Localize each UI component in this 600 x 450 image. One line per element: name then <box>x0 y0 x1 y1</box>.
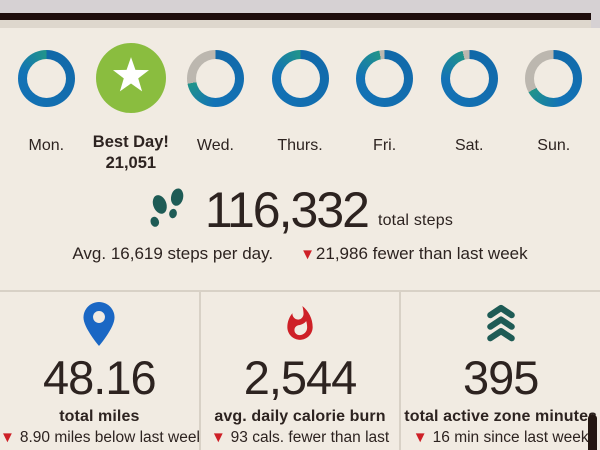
top-bar-dark-strip <box>0 13 591 20</box>
card-active-zone-minutes: 395 total active zone minutes ▼ 16 min si… <box>399 292 600 450</box>
card-calorie-burn: 2,544 avg. daily calorie burn ▼ 93 cals. … <box>198 292 400 450</box>
card-value: 395 <box>462 351 539 404</box>
card-delta: ▼ 16 min since last week <box>412 428 589 446</box>
day-label: Sat. <box>454 137 484 154</box>
card-value: 48.16 <box>43 351 157 404</box>
day-label: Wed. <box>196 137 234 154</box>
day-label: Sun. <box>537 137 571 154</box>
card-total-miles: 48.16 total miles ▼ 8.90 miles below last… <box>0 292 199 450</box>
avg-steps-text: Avg. 16,619 steps per day. <box>72 244 274 264</box>
best-day-steps: 21,051 <box>105 153 157 172</box>
star-icon <box>111 56 151 101</box>
day-friday: Fri. <box>342 42 427 173</box>
progress-ring-wednesday <box>186 49 244 107</box>
progress-ring-thursday <box>271 49 329 107</box>
day-saturday: Sat. <box>427 42 512 173</box>
day-label: Fri. <box>373 137 397 154</box>
down-triangle-icon: ▼ <box>412 428 428 446</box>
top-bar <box>0 0 600 28</box>
progress-ring-friday <box>356 49 414 107</box>
card-label: total active zone minutes <box>404 407 598 425</box>
flame-icon <box>281 305 319 348</box>
progress-ring-sunday <box>525 49 583 107</box>
day-monday: Mon. <box>4 42 89 173</box>
day-best: Best Day! 21,051 <box>89 42 174 173</box>
steps-delta: ▼21,986 fewer than last week <box>300 244 528 264</box>
daily-rings-row: Mon. Best Day! 21,051 We <box>0 28 600 173</box>
total-steps-value: 116,332 <box>204 182 370 239</box>
day-label: Thurs. <box>277 137 323 154</box>
location-pin-icon <box>83 301 115 351</box>
total-steps-label: total steps <box>377 212 454 230</box>
chevrons-up-icon <box>485 302 517 351</box>
card-label: total miles <box>59 407 140 425</box>
top-bar-beige-strip <box>0 20 591 28</box>
day-thursday: Thurs. <box>258 42 343 173</box>
steps-delta-text: 21,986 fewer than last week <box>315 244 528 264</box>
footprints-icon <box>147 187 189 236</box>
down-triangle-icon: ▼ <box>0 428 15 446</box>
day-wednesday: Wed. <box>173 42 258 173</box>
progress-ring-monday <box>17 49 75 107</box>
card-delta: ▼ 8.90 miles below last week <box>0 428 199 446</box>
day-label: Mon. <box>28 137 65 154</box>
day-sunday: Sun. <box>511 42 596 173</box>
down-triangle-icon: ▼ <box>210 428 226 446</box>
best-day-badge <box>95 43 166 113</box>
stats-cards-row: 48.16 total miles ▼ 8.90 miles below last… <box>0 290 600 450</box>
down-triangle-icon: ▼ <box>300 246 315 264</box>
card-delta: ▼ 93 cals. fewer than last <box>210 428 390 446</box>
card-value: 2,544 <box>243 351 358 404</box>
progress-ring-saturday <box>440 49 498 107</box>
card-label: avg. daily calorie burn <box>214 407 386 425</box>
scrollbar-thumb[interactable] <box>588 414 597 450</box>
total-steps-section: 116,332 total steps Avg. 16,619 steps pe… <box>0 181 600 264</box>
best-day-label: Best Day! 21,051 <box>92 133 169 172</box>
